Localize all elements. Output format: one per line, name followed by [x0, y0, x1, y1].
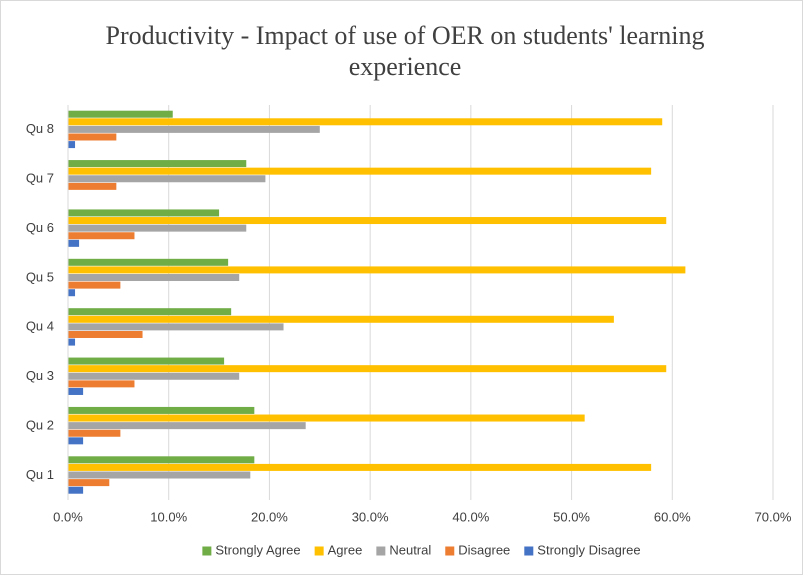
x-tick-label: 30.0%	[352, 509, 389, 524]
bar	[68, 125, 320, 133]
bar	[68, 357, 225, 365]
y-tick-label: Qu 1	[26, 467, 54, 482]
bar	[68, 110, 173, 118]
legend-label: Strongly Disagree	[537, 542, 640, 557]
bar	[68, 133, 117, 141]
bar	[68, 479, 110, 487]
bar	[68, 141, 76, 149]
bar	[68, 422, 306, 430]
bar	[68, 258, 229, 266]
bar	[68, 308, 232, 316]
bar	[68, 266, 686, 274]
bar	[68, 380, 135, 388]
legend-swatch	[202, 546, 212, 556]
bar	[68, 281, 121, 289]
bar	[68, 118, 663, 126]
x-tick-label: 0.0%	[53, 509, 83, 524]
bar	[68, 175, 266, 183]
x-tick-label: 70.0%	[755, 509, 792, 524]
bar	[68, 217, 667, 225]
bar	[68, 406, 255, 414]
bar	[68, 182, 117, 190]
bar	[68, 372, 240, 380]
bar	[68, 330, 143, 338]
bar	[68, 486, 84, 494]
bar	[68, 232, 135, 240]
bar	[68, 414, 585, 422]
bar	[68, 365, 667, 373]
legend-label: Neutral	[389, 542, 431, 557]
y-tick-label: Qu 6	[26, 220, 54, 235]
bar	[68, 239, 80, 247]
legend-label: Disagree	[458, 542, 510, 557]
legend-swatch	[445, 546, 455, 556]
bar	[68, 289, 76, 297]
x-tick-label: 50.0%	[553, 509, 590, 524]
y-tick-label: Qu 5	[26, 269, 54, 284]
x-tick-label: 60.0%	[654, 509, 691, 524]
bar	[68, 209, 220, 217]
bar	[68, 224, 247, 232]
y-tick-label: Qu 8	[26, 121, 54, 136]
y-tick-label: Qu 4	[26, 319, 54, 334]
bar	[68, 315, 614, 323]
bar	[68, 338, 76, 346]
bar	[68, 456, 255, 464]
bar	[68, 463, 652, 471]
legend-swatch	[314, 546, 324, 556]
bar	[68, 323, 284, 331]
chart-title: Productivity - Impact of use of OER on s…	[105, 21, 705, 81]
bar	[68, 471, 251, 479]
bar	[68, 274, 240, 282]
x-tick-label: 40.0%	[452, 509, 489, 524]
legend-label: Strongly Agree	[215, 542, 300, 557]
legend-swatch	[376, 546, 386, 556]
y-tick-label: Qu 7	[26, 171, 54, 186]
bar	[68, 387, 84, 395]
bar	[68, 429, 121, 437]
y-tick-label: Qu 2	[26, 417, 54, 432]
bar	[68, 160, 247, 168]
legend-label: Agree	[328, 542, 363, 557]
x-tick-label: 20.0%	[251, 509, 288, 524]
bar	[68, 167, 652, 175]
x-tick-label: 10.0%	[150, 509, 187, 524]
bar	[68, 437, 84, 445]
legend-swatch	[524, 546, 534, 556]
y-tick-label: Qu 3	[26, 368, 54, 383]
